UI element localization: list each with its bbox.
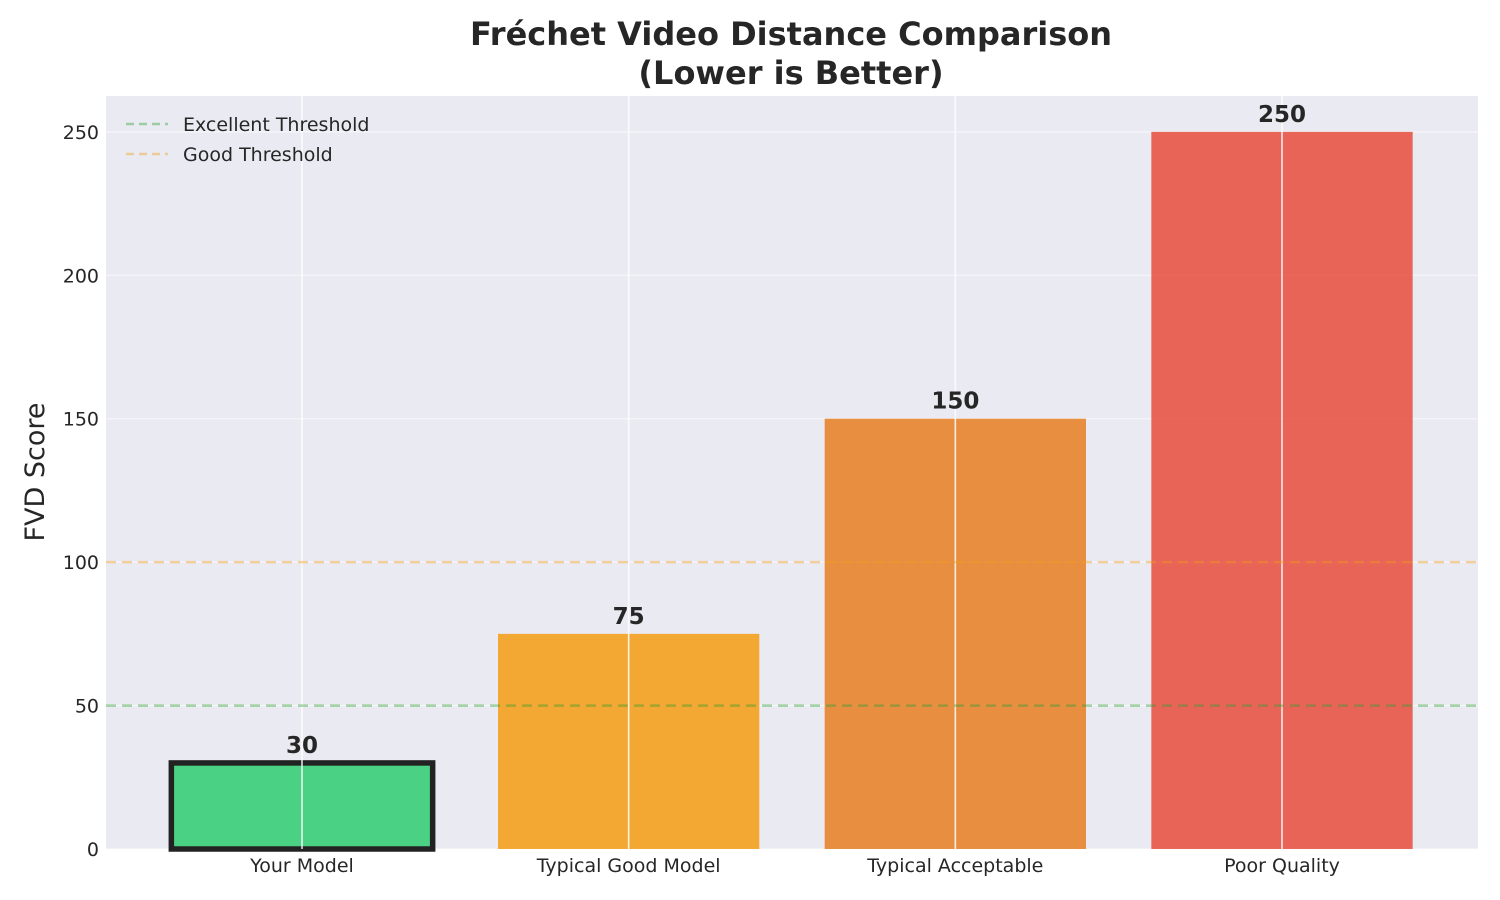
data-label: 250 [1258, 102, 1306, 128]
chart-title-line-2: (Lower is Better) [638, 54, 943, 92]
y-tick-label: 150 [63, 409, 99, 431]
x-tick-label: Typical Good Model [536, 855, 721, 877]
data-label: 30 [286, 733, 318, 759]
x-tick-label: Typical Acceptable [866, 855, 1043, 877]
vertical-gridlines [301, 96, 1283, 849]
y-tick-label: 250 [63, 122, 99, 144]
legend-label-excellent: Excellent Threshold [183, 114, 369, 136]
threshold-lines [106, 560, 1478, 707]
y-axis-ticks: 0 50 100 150 200 250 [63, 122, 99, 861]
data-label: 150 [931, 389, 979, 415]
data-labels: 30 75 150 250 [286, 102, 1306, 759]
chart-title-line-1: Fréchet Video Distance Comparison [470, 15, 1112, 53]
legend-label-good: Good Threshold [183, 144, 333, 166]
x-axis-ticks: Your Model Typical Good Model Typical Acce… [249, 855, 1340, 877]
x-tick-label: Your Model [249, 855, 354, 877]
y-tick-label: 50 [75, 696, 99, 718]
y-tick-label: 0 [87, 839, 99, 861]
x-tick-label: Poor Quality [1224, 855, 1340, 877]
data-label: 75 [613, 604, 645, 630]
legend: Excellent Threshold Good Threshold [126, 114, 369, 166]
y-axis-label: FVD Score [20, 403, 51, 542]
y-tick-label: 200 [63, 265, 99, 287]
y-tick-label: 100 [63, 552, 99, 574]
